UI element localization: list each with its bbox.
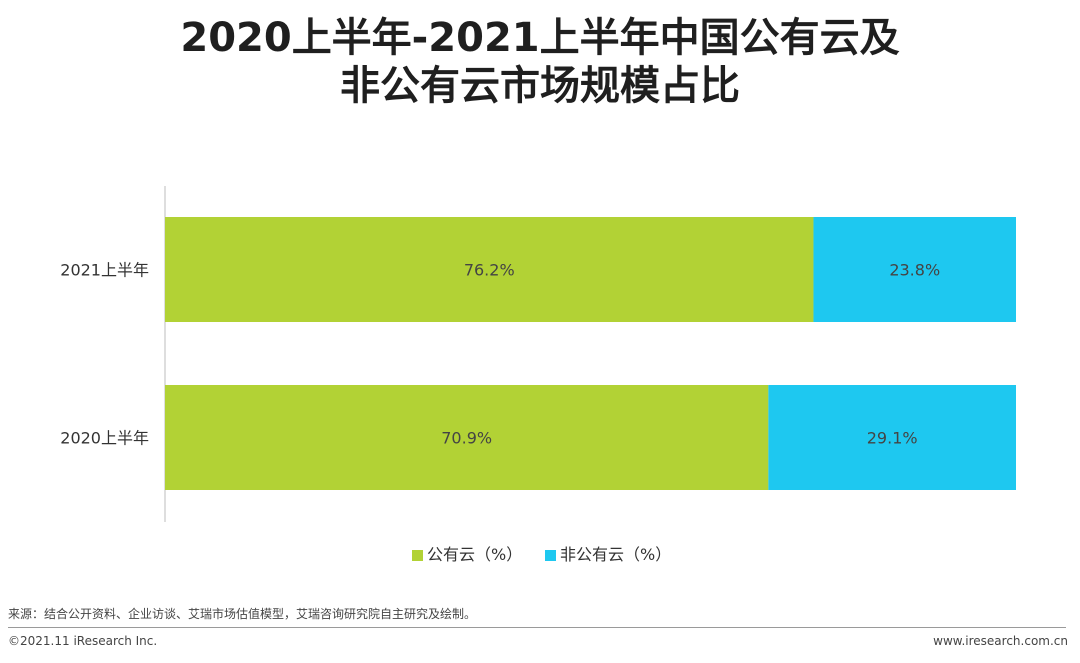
data-label: 29.1%: [867, 429, 918, 448]
bar-segment: [768, 385, 1016, 490]
bar-segment: [813, 217, 1016, 322]
data-label: 70.9%: [441, 429, 492, 448]
legend-label: 非公有云（%）: [560, 545, 671, 564]
data-label: 23.8%: [889, 261, 940, 280]
chart-title-line2: 非公有云市场规模占比: [340, 63, 740, 109]
data-label: 76.2%: [464, 261, 515, 280]
bar-segment: [165, 385, 769, 490]
category-label: 2021上半年: [60, 261, 149, 280]
website-link[interactable]: www.iresearch.com.cn: [933, 634, 1068, 648]
copyright-text: ©2021.11 iResearch Inc.: [8, 634, 158, 648]
chart-title-line1: 2020上半年-2021上半年中国公有云及: [180, 15, 900, 61]
chart-title: 2020上半年-2021上半年中国公有云及 非公有云市场规模占比: [0, 14, 1080, 110]
stacked-bar-chart: 2021上半年 76.2% 23.8% 2020上半年 70.9% 29.1% 公有云（%）…: [60, 186, 1016, 564]
legend-swatch: [412, 550, 423, 561]
source-note: 来源：结合公开资料、企业访谈、艾瑞市场估值模型，艾瑞咨询研究院自主研究及绘制。: [8, 607, 477, 621]
bar-segment: [165, 217, 814, 322]
legend-swatch: [545, 550, 556, 561]
footer-divider: [8, 627, 1066, 628]
legend-label: 公有云（%）: [427, 545, 522, 564]
category-label: 2020上半年: [60, 429, 149, 448]
